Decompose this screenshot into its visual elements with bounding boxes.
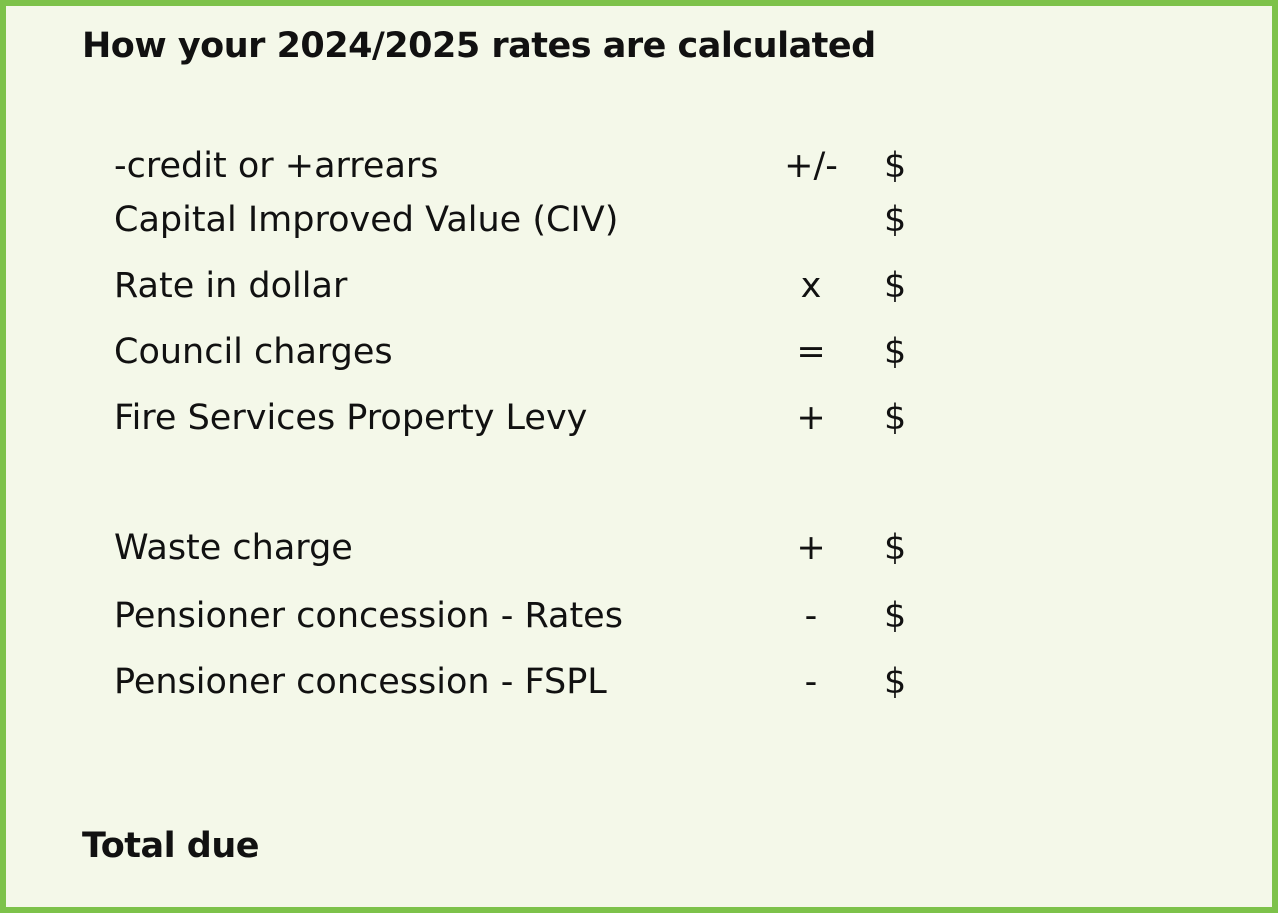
- row-fire-services-levy: Fire Services Property Levy + $: [6, 398, 1272, 448]
- row-pensioner-fspl: Pensioner concession - FSPL - $: [6, 662, 1272, 712]
- row-label: Rate in dollar: [114, 266, 348, 306]
- row-label: Council charges: [114, 332, 393, 372]
- total-due-label: Total due: [82, 826, 260, 866]
- row-operator: +: [796, 528, 826, 568]
- row-currency: $: [884, 528, 907, 568]
- row-operator: -: [804, 662, 818, 702]
- row-currency: $: [884, 596, 907, 636]
- row-operator: +: [796, 398, 826, 438]
- row-operator: =: [796, 332, 826, 372]
- row-label: Pensioner concession - FSPL: [114, 662, 607, 702]
- row-council-charges: Council charges = $: [6, 332, 1272, 382]
- row-operator: -: [804, 596, 818, 636]
- row-currency: $: [884, 398, 907, 438]
- row-label: -credit or +arrears: [114, 146, 439, 186]
- row-currency: $: [884, 266, 907, 306]
- row-label: Capital Improved Value (CIV): [114, 200, 619, 240]
- row-credit-arrears: -credit or +arrears +/- $: [6, 146, 1272, 196]
- row-label: Fire Services Property Levy: [114, 398, 588, 438]
- row-civ: Capital Improved Value (CIV) $: [6, 200, 1272, 250]
- row-currency: $: [884, 200, 907, 240]
- row-currency: $: [884, 146, 907, 186]
- row-pensioner-rates: Pensioner concession - Rates - $: [6, 596, 1272, 646]
- row-currency: $: [884, 662, 907, 702]
- row-operator: x: [800, 266, 822, 306]
- row-operator: +/-: [784, 146, 838, 186]
- row-currency: $: [884, 332, 907, 372]
- row-label: Waste charge: [114, 528, 353, 568]
- row-rate-in-dollar: Rate in dollar x $: [6, 266, 1272, 316]
- row-label: Pensioner concession - Rates: [114, 596, 623, 636]
- card-title: How your 2024/2025 rates are calculated: [82, 26, 876, 66]
- row-waste-charge: Waste charge + $: [6, 528, 1272, 578]
